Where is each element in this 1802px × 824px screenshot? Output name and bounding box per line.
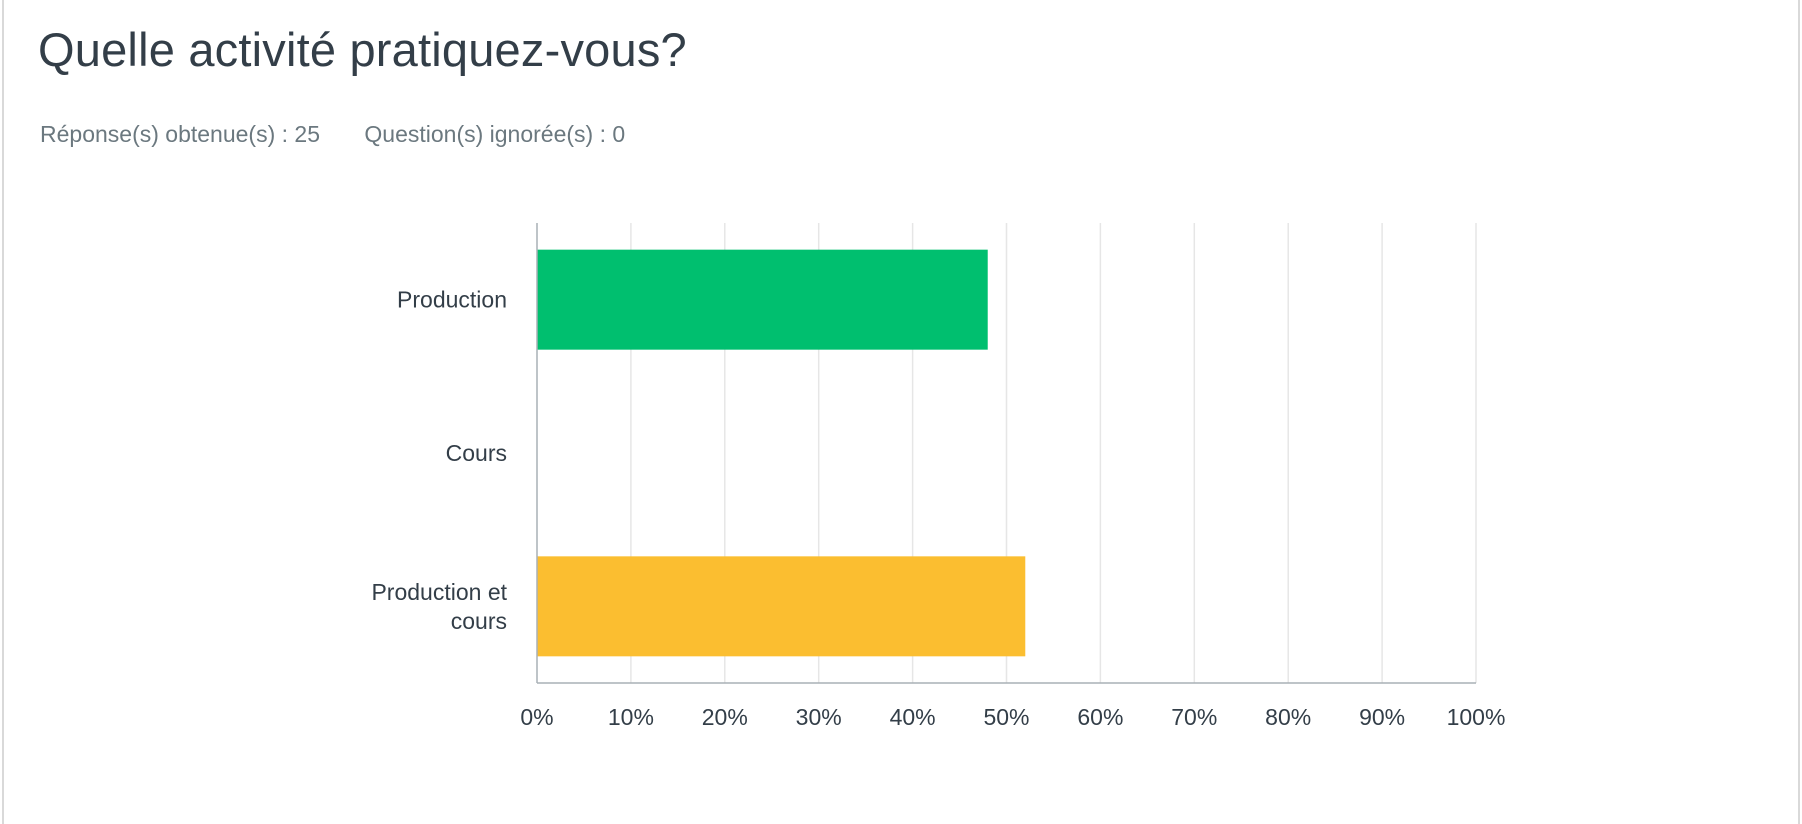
x-tick-label: 40%: [890, 704, 936, 730]
question-title: Quelle activité pratiquez-vous?: [38, 23, 687, 76]
x-tick-label: 60%: [1077, 704, 1123, 730]
category-label: Cours: [446, 440, 507, 466]
category-label: Production: [397, 287, 507, 313]
x-tick-label: 50%: [983, 704, 1029, 730]
skipped-count: Question(s) ignorée(s) : 0: [364, 121, 626, 147]
x-tick-label: 80%: [1265, 704, 1311, 730]
x-tick-label: 20%: [702, 704, 748, 730]
bar: [537, 556, 1026, 657]
x-tick-label: 10%: [608, 704, 654, 730]
x-tick-label: 90%: [1359, 704, 1405, 730]
category-label: cours: [451, 608, 507, 634]
response-stats: Réponse(s) obtenue(s) : 25 Question(s) i…: [40, 121, 625, 148]
x-tick-label: 30%: [796, 704, 842, 730]
x-tick-label: 100%: [1447, 704, 1506, 730]
category-label: Production et: [371, 579, 507, 605]
x-tick-label: 0%: [520, 704, 553, 730]
bar: [537, 249, 988, 350]
x-tick-label: 70%: [1171, 704, 1217, 730]
answered-count: Réponse(s) obtenue(s) : 25: [40, 121, 320, 147]
